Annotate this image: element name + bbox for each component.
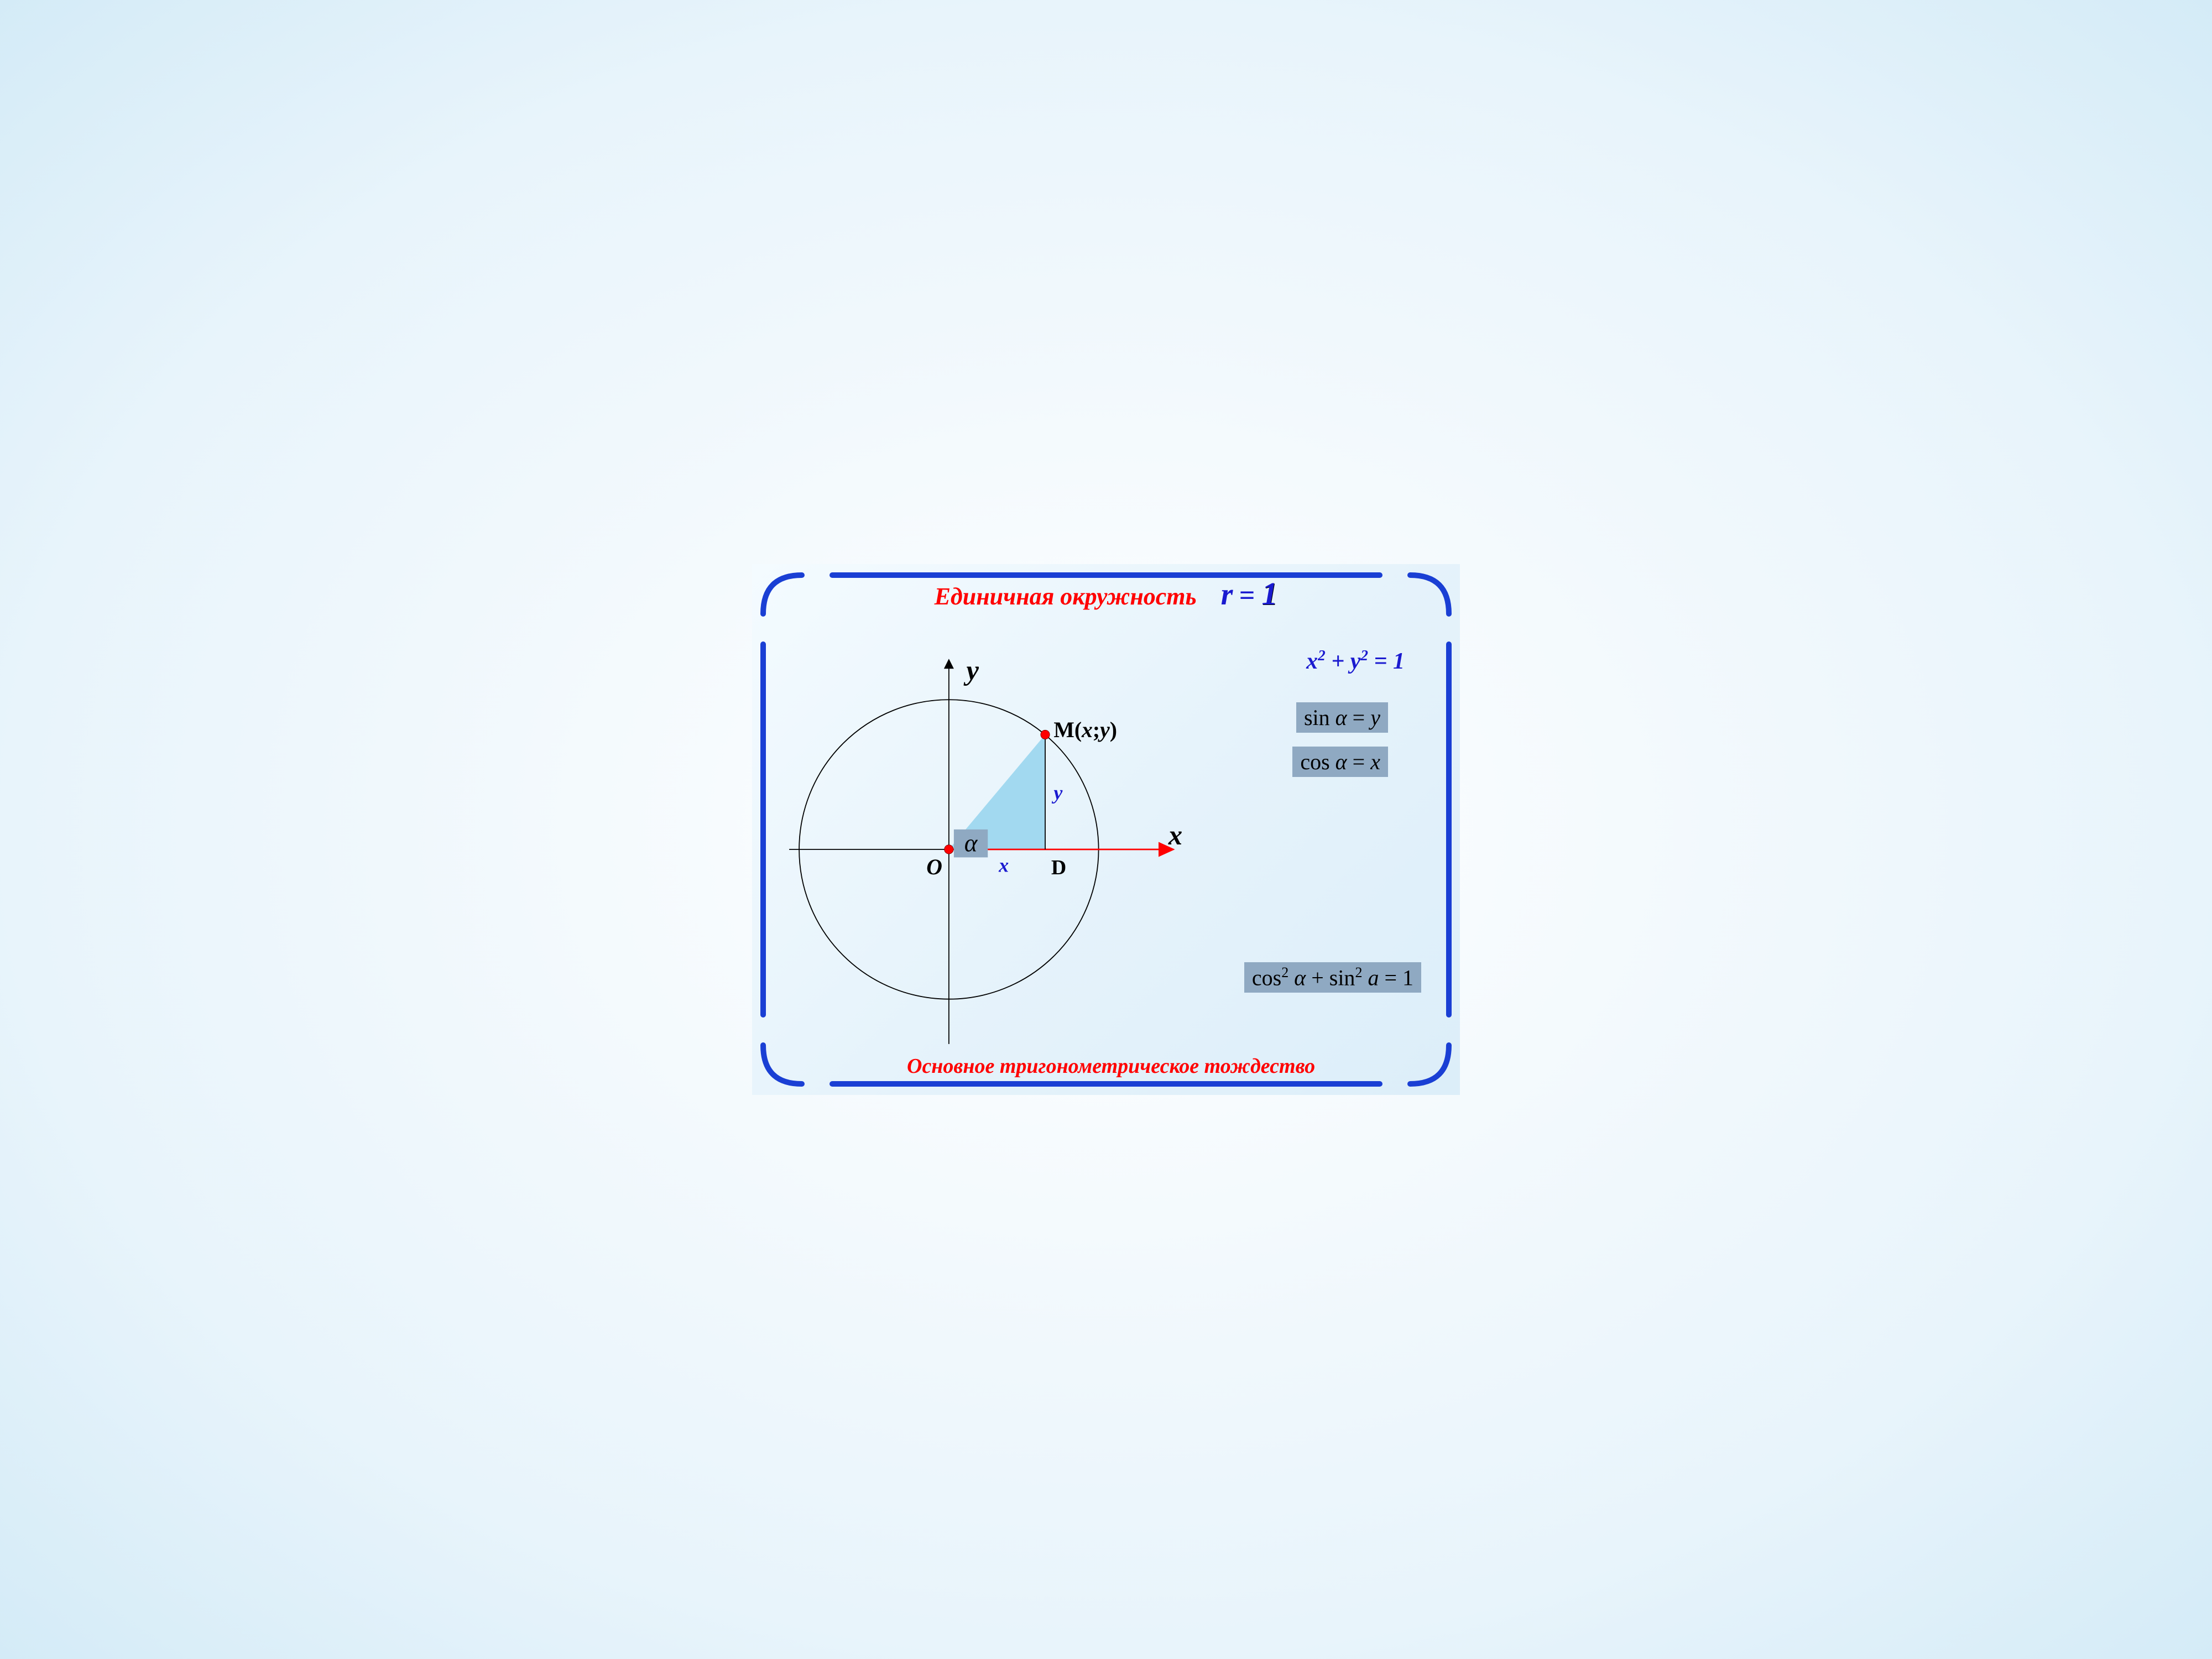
slide-frame: Единичная окружность r = 1 α — [752, 564, 1460, 1095]
title-r: r — [1221, 577, 1233, 612]
sin-definition: sin α = y — [1296, 702, 1388, 733]
origin-label: O — [926, 855, 942, 879]
side-x-label: x — [998, 854, 1009, 877]
x-axis-label: x — [1168, 820, 1182, 851]
unit-circle-diagram: α y x O D M(x;y) x y — [774, 630, 1183, 1078]
alpha-label: α — [964, 830, 978, 857]
point-D-label: D — [1051, 856, 1066, 879]
cos-definition: cos α = x — [1292, 747, 1388, 777]
origin-point — [945, 845, 953, 854]
title-eq: = — [1239, 580, 1261, 611]
title-one: 1 — [1261, 576, 1277, 612]
footer-text: Основное тригонометрическое тождество — [907, 1054, 1438, 1078]
y-axis-label: y — [963, 655, 979, 686]
point-M-label: M(x;y) — [1053, 718, 1117, 742]
side-y-label: y — [1051, 782, 1063, 804]
pythagorean-identity: cos2 α + sin2 a = 1 — [1244, 962, 1421, 993]
circle-equation: x2 + y2 = 1 — [1306, 647, 1405, 675]
title: Единичная окружность r = 1 — [752, 575, 1460, 612]
title-text: Единичная окружность — [935, 583, 1197, 610]
point-M — [1041, 730, 1050, 739]
